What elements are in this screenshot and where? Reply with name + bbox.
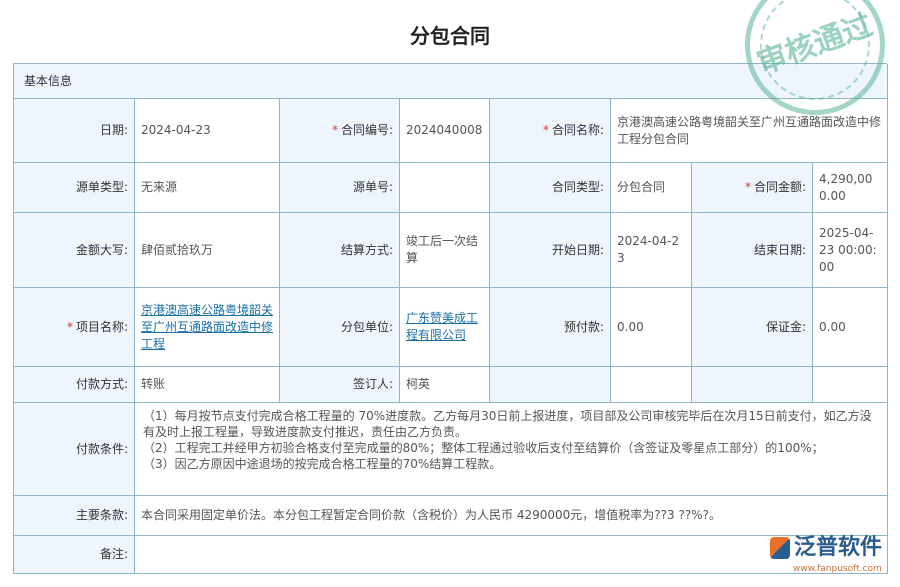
end-date-label: 结束日期: <box>692 213 813 288</box>
settle-label: 结算方式: <box>280 213 400 288</box>
empty-cell <box>490 367 611 403</box>
sub-unit-label: 分包单位: <box>280 288 400 367</box>
pay-term-line: （2）工程完工并经甲方初验合格支付至完成量的80%；整体工程通过验收后支付至结算… <box>143 441 824 455</box>
sub-unit-link[interactable]: 广东赞美成工程有限公司 <box>406 311 479 342</box>
logo-url: www.fanpusoft.com <box>793 564 882 574</box>
contract-form: 基本信息 日期: 2024-04-23 * 合同编号: 2024040008 * 合… <box>13 63 888 574</box>
pay-terms-label: 付款条件: <box>14 403 135 496</box>
empty-cell <box>692 367 813 403</box>
pay-term-line: （1）每月按节点支付完成合格工程量的 70%进度款。乙方每月30日前上报进度，项… <box>143 409 872 439</box>
prepay-label: 预付款: <box>490 288 611 367</box>
page-title: 分包合同 <box>410 24 490 48</box>
date-value: 2024-04-23 <box>135 99 280 163</box>
contract-no-value: 2024040008 <box>400 99 490 163</box>
signer-value: 柯英 <box>400 367 490 403</box>
logo-text: 泛普软件 <box>794 535 883 560</box>
contract-amount-value: 4,290,000.00 <box>813 163 888 213</box>
logo-icon <box>770 537 790 559</box>
required-mark: * <box>744 180 751 194</box>
end-date-value: 2025-04-23 00:00:00 <box>813 213 888 288</box>
settle-value: 竣工后一次结算 <box>400 213 490 288</box>
start-date-label: 开始日期: <box>490 213 611 288</box>
source-type-value: 无来源 <box>135 163 280 213</box>
remark-label: 备注: <box>14 536 135 574</box>
pay-term-line: （3）因乙方原因中途退场的按完成合格工程量的70%结算工程款。 <box>143 457 502 471</box>
main-terms-label: 主要条款: <box>14 496 135 536</box>
required-mark: * <box>331 123 338 137</box>
required-mark: * <box>66 319 73 334</box>
contract-name-label: * 合同名称: <box>490 99 611 163</box>
contract-amount-label-text: 合同金额: <box>753 180 806 194</box>
contract-amount-label: * 合同金额: <box>692 163 813 213</box>
deposit-value: 0.00 <box>813 288 888 367</box>
date-label: 日期: <box>14 99 135 163</box>
source-no-label: 源单号: <box>280 163 400 213</box>
contract-name-label-text: 合同名称: <box>551 123 604 137</box>
source-no-value <box>400 163 490 213</box>
contract-name-value: 京港澳高速公路粤境韶关至广州互通路面改造中修工程分包合同 <box>611 99 888 163</box>
section-header: 基本信息 <box>14 64 888 99</box>
contract-type-value: 分包合同 <box>611 163 692 213</box>
project-label-text: 项目名称: <box>75 319 128 334</box>
amount-upper-label: 金额大写: <box>14 213 135 288</box>
contract-no-label-text: 合同编号: <box>340 123 393 137</box>
start-date-value: 2024-04-23 <box>611 213 692 288</box>
project-value: 京港澳高速公路粤境韶关至广州互通路面改造中修工程 <box>135 288 280 367</box>
required-mark: * <box>542 123 549 137</box>
company-logo: 泛普软件 <box>770 536 882 560</box>
empty-cell <box>611 367 692 403</box>
empty-cell <box>813 367 888 403</box>
amount-upper-value: 肆佰贰拾玖万 <box>135 213 280 288</box>
pay-method-label: 付款方式: <box>14 367 135 403</box>
deposit-label: 保证金: <box>692 288 813 367</box>
project-link[interactable]: 京港澳高速公路粤境韶关至广州互通路面改造中修工程 <box>141 302 274 351</box>
project-label: * 项目名称: <box>14 288 135 367</box>
signer-label: 签订人: <box>280 367 400 403</box>
main-terms-value: 本合同采用固定单价法。本分包工程暂定合同价款（含税价）为人民币 4290000元… <box>135 496 888 536</box>
remark-value <box>135 536 888 574</box>
pay-terms-value: （1）每月按节点支付完成合格工程量的 70%进度款。乙方每月30日前上报进度，项… <box>135 403 888 496</box>
source-type-label: 源单类型: <box>14 163 135 213</box>
pay-method-value: 转账 <box>135 367 280 403</box>
prepay-value: 0.00 <box>611 288 692 367</box>
contract-type-label: 合同类型: <box>490 163 611 213</box>
sub-unit-value: 广东赞美成工程有限公司 <box>400 288 490 367</box>
contract-no-label: * 合同编号: <box>280 99 400 163</box>
